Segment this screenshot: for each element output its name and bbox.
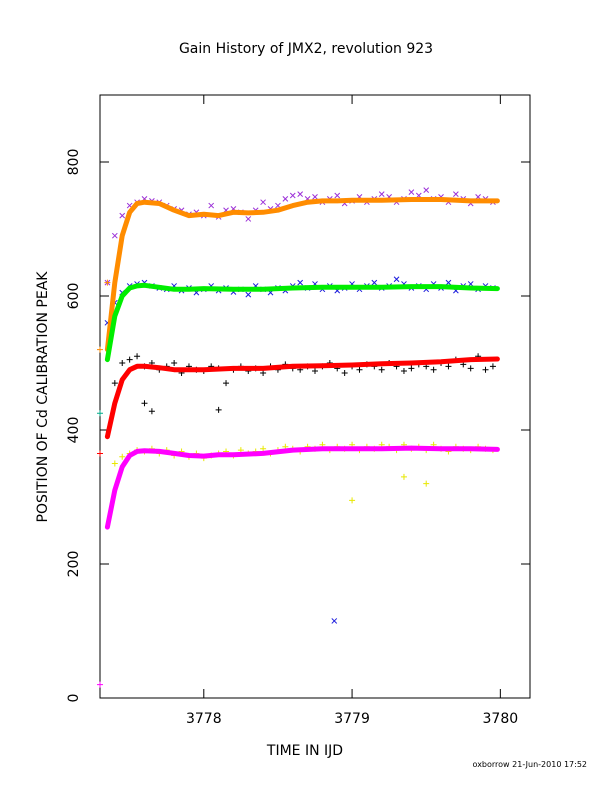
point-2-33 [356, 366, 363, 373]
plot-frame [99, 94, 531, 699]
point-0-26 [297, 191, 304, 198]
point-2-3 [134, 353, 141, 360]
series-4 [97, 279, 111, 353]
point-2-31 [341, 370, 348, 377]
point-3-0 [111, 460, 118, 467]
point-2-50 [482, 366, 489, 373]
point-3-52 [349, 497, 356, 504]
point-4-0 [97, 346, 103, 353]
point-5-0 [97, 450, 103, 457]
point-2-51 [489, 363, 496, 370]
point-0-37 [378, 191, 385, 198]
x-tick-label-0: 3778 [186, 711, 222, 727]
y-tick-label-0: 0 [66, 694, 82, 703]
point-6-0 [97, 410, 103, 417]
fit-curve-3 [104, 445, 500, 530]
point-7-0 [97, 681, 103, 688]
point-0-24 [282, 195, 289, 202]
point-2-15 [223, 380, 230, 387]
point-2-36 [378, 366, 385, 373]
point-0-31 [334, 192, 341, 199]
x-axis: 3778 3779 3780 [186, 95, 518, 727]
y-tick-label-2: 400 [66, 417, 82, 444]
fit-curves [104, 197, 500, 530]
point-0-1 [111, 232, 118, 239]
y-axis-label: POSITION OF Cd CALIBRATION PEAK [35, 271, 51, 523]
point-1-36 [371, 279, 378, 286]
point-0-14 [208, 202, 215, 209]
point-2-8 [171, 360, 178, 366]
point-1-19 [245, 291, 252, 298]
series-5 [97, 450, 103, 457]
y-axis: 0 200 400 600 800 [66, 149, 530, 703]
point-4-1 [104, 279, 111, 286]
series-6 [97, 410, 103, 417]
x-tick-label-1: 3779 [334, 711, 370, 727]
point-0-19 [245, 216, 252, 222]
scatter-series [97, 187, 496, 688]
point-0-28 [312, 193, 318, 200]
y-tick-label-1: 200 [66, 551, 82, 578]
point-0-2 [119, 212, 126, 219]
point-0-25 [289, 192, 296, 199]
footer-credit: oxborrow 21-Jun-2010 17:52 [473, 760, 587, 769]
point-1-46 [445, 279, 452, 286]
point-2-2 [126, 356, 133, 363]
point-3-1 [119, 453, 126, 460]
point-3-20 [260, 445, 267, 452]
point-2-1 [119, 360, 126, 366]
point-2-53 [141, 400, 148, 407]
series-7 [97, 681, 103, 688]
point-2-45 [445, 363, 452, 370]
point-2-52 [148, 408, 155, 415]
point-1-39 [393, 276, 400, 283]
point-2-54 [215, 406, 222, 413]
fit-curve-1 [104, 282, 500, 363]
point-2-0 [111, 380, 118, 387]
point-2-40 [408, 365, 415, 372]
point-2-39 [400, 368, 407, 375]
y-tick-label-3: 600 [66, 283, 82, 310]
point-2-48 [467, 365, 474, 372]
point-0-47 [453, 191, 459, 198]
fit-curve-0 [104, 197, 500, 353]
point-2-20 [260, 370, 267, 377]
point-0-21 [260, 199, 266, 206]
fit-curve-2 [104, 356, 500, 440]
chart-title: Gain History of JMX2, revolution 923 [179, 41, 433, 57]
point-2-27 [312, 368, 318, 375]
point-0-43 [423, 187, 430, 193]
x-axis-label: TIME IN IJD [266, 743, 343, 759]
point-3-53 [423, 480, 430, 487]
point-3-54 [400, 473, 407, 480]
point-1-53 [331, 618, 338, 624]
point-2-43 [430, 366, 437, 373]
point-1-26 [297, 279, 304, 286]
point-0-41 [408, 189, 415, 196]
x-tick-label-2: 3780 [483, 711, 519, 727]
y-tick-label-4: 800 [66, 149, 82, 176]
